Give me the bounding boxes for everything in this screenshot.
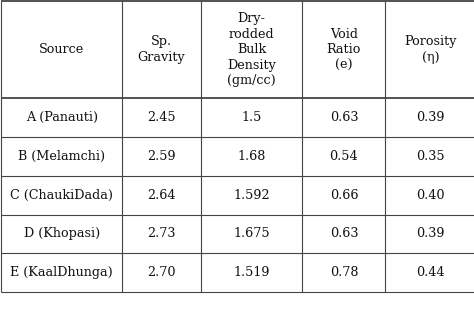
- Text: Dry-
rodded
Bulk
Density
(gm/cc): Dry- rodded Bulk Density (gm/cc): [227, 12, 276, 87]
- Text: 0.39: 0.39: [416, 111, 445, 124]
- Text: 0.63: 0.63: [329, 111, 358, 124]
- Text: 2.59: 2.59: [147, 150, 176, 163]
- Text: 2.45: 2.45: [147, 111, 176, 124]
- Text: E (KaalDhunga): E (KaalDhunga): [10, 266, 113, 279]
- Text: 0.40: 0.40: [416, 189, 445, 202]
- Text: Void
Ratio
(e): Void Ratio (e): [327, 28, 361, 71]
- Text: 1.5: 1.5: [241, 111, 262, 124]
- Text: 0.66: 0.66: [329, 189, 358, 202]
- Text: D (Khopasi): D (Khopasi): [24, 227, 100, 240]
- Text: 1.592: 1.592: [233, 189, 270, 202]
- Text: 0.35: 0.35: [416, 150, 445, 163]
- Text: Source: Source: [39, 43, 84, 56]
- Text: 1.68: 1.68: [237, 150, 265, 163]
- Text: A (Panauti): A (Panauti): [26, 111, 98, 124]
- Text: 2.73: 2.73: [147, 227, 176, 240]
- Text: 0.63: 0.63: [329, 227, 358, 240]
- Text: 0.44: 0.44: [416, 266, 445, 279]
- Text: Porosity
(η): Porosity (η): [404, 35, 456, 64]
- Text: C (ChaukiDada): C (ChaukiDada): [10, 189, 113, 202]
- Text: 0.39: 0.39: [416, 227, 445, 240]
- Text: 0.78: 0.78: [329, 266, 358, 279]
- Text: 0.54: 0.54: [329, 150, 358, 163]
- Text: B (Melamchi): B (Melamchi): [18, 150, 105, 163]
- Text: Sp.
Gravity: Sp. Gravity: [137, 35, 185, 64]
- Text: 2.64: 2.64: [147, 189, 176, 202]
- Text: 1.519: 1.519: [233, 266, 270, 279]
- Text: 2.70: 2.70: [147, 266, 176, 279]
- Text: 1.675: 1.675: [233, 227, 270, 240]
